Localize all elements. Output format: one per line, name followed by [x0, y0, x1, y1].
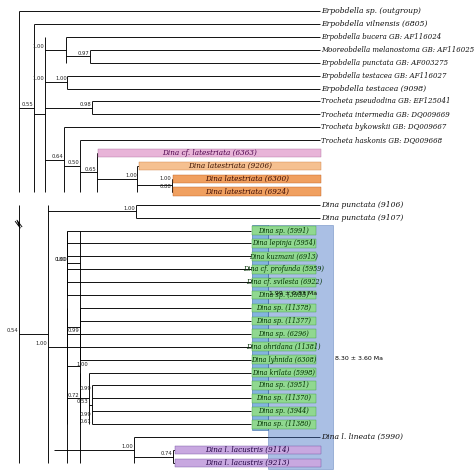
FancyBboxPatch shape — [252, 368, 316, 377]
Text: Erpobdella sp. (outgroup): Erpobdella sp. (outgroup) — [321, 7, 420, 15]
Text: Erpobdella testacea GB: AF116027: Erpobdella testacea GB: AF116027 — [321, 72, 446, 80]
Text: Dina l. lineata (5990): Dina l. lineata (5990) — [321, 433, 403, 441]
Text: Dina sp. (11377): Dina sp. (11377) — [256, 317, 311, 325]
Text: Dina krilata (5998): Dina krilata (5998) — [252, 369, 315, 376]
FancyBboxPatch shape — [173, 187, 321, 196]
FancyBboxPatch shape — [252, 381, 316, 390]
Text: 0.64: 0.64 — [52, 154, 64, 159]
Text: Dina ohridana (11381): Dina ohridana (11381) — [246, 343, 321, 351]
Text: Dina sp. (6296): Dina sp. (6296) — [258, 330, 309, 338]
FancyBboxPatch shape — [252, 420, 316, 428]
FancyBboxPatch shape — [173, 174, 321, 183]
Text: Dina sp. (11378): Dina sp. (11378) — [256, 304, 311, 312]
FancyBboxPatch shape — [252, 317, 316, 325]
Text: Dina sp. (3951): Dina sp. (3951) — [258, 382, 309, 390]
Text: 0.72: 0.72 — [68, 393, 80, 398]
Text: Dina sp. (5991): Dina sp. (5991) — [258, 227, 309, 235]
FancyBboxPatch shape — [252, 278, 316, 287]
Text: 0.65: 0.65 — [84, 167, 96, 172]
Text: Erpobdella bucera GB: AF116024: Erpobdella bucera GB: AF116024 — [321, 33, 441, 41]
Text: Dina lepinja (5954): Dina lepinja (5954) — [252, 239, 316, 247]
Text: Erpobdella testacea (9098): Erpobdella testacea (9098) — [321, 84, 426, 92]
Text: Dina sp. (3944): Dina sp. (3944) — [258, 407, 309, 415]
Text: 0.53: 0.53 — [76, 399, 88, 404]
Text: Dina cf. profunda (5959): Dina cf. profunda (5959) — [243, 265, 324, 273]
Text: 0.80: 0.80 — [55, 257, 67, 262]
Text: Dina sp. (3935): Dina sp. (3935) — [258, 291, 309, 299]
Text: 1.00: 1.00 — [36, 341, 47, 346]
FancyBboxPatch shape — [175, 446, 321, 455]
Text: 0.99: 0.99 — [80, 412, 91, 417]
FancyBboxPatch shape — [252, 342, 316, 351]
FancyBboxPatch shape — [252, 304, 316, 312]
Text: Erpobdella vilnensis (6805): Erpobdella vilnensis (6805) — [321, 20, 427, 28]
Text: Dina l. lacustris (9114): Dina l. lacustris (9114) — [206, 446, 290, 454]
Text: 1.00: 1.00 — [32, 44, 44, 49]
Text: Dina lyhnida (6308): Dina lyhnida (6308) — [251, 356, 317, 364]
FancyBboxPatch shape — [252, 226, 316, 235]
Text: 0.98: 0.98 — [80, 102, 91, 107]
Text: 1.00: 1.00 — [123, 206, 135, 210]
Text: Dina sp. (11370): Dina sp. (11370) — [256, 394, 311, 402]
Text: Dina latestriata (6924): Dina latestriata (6924) — [205, 188, 289, 196]
FancyBboxPatch shape — [252, 407, 316, 416]
Text: Dina l. lacustris (9213): Dina l. lacustris (9213) — [206, 459, 290, 467]
Text: Trocheta intermedia GB: DQ009669: Trocheta intermedia GB: DQ009669 — [321, 110, 449, 118]
Text: Dina punctata (9106): Dina punctata (9106) — [321, 201, 403, 209]
FancyBboxPatch shape — [252, 239, 316, 248]
Text: Trocheta bykowskii GB: DQ009667: Trocheta bykowskii GB: DQ009667 — [321, 123, 446, 131]
Text: 1.00: 1.00 — [76, 363, 88, 367]
FancyBboxPatch shape — [252, 356, 316, 364]
Text: 0.97: 0.97 — [78, 51, 90, 55]
Text: Dina punctata (9107): Dina punctata (9107) — [321, 214, 403, 222]
Text: 1.00: 1.00 — [55, 257, 67, 262]
Text: Dina cf. latestriata (6363): Dina cf. latestriata (6363) — [162, 149, 257, 157]
Text: 0.55: 0.55 — [21, 102, 33, 107]
Text: Dina cf. svilesta (6922): Dina cf. svilesta (6922) — [246, 278, 322, 286]
Text: 0.74: 0.74 — [161, 451, 173, 456]
Text: Erpobdella punctata GB: AF003275: Erpobdella punctata GB: AF003275 — [321, 59, 448, 67]
Text: 0.88: 0.88 — [159, 184, 171, 189]
Text: 0.99: 0.99 — [68, 328, 80, 333]
Text: Trocheta pseudodina GB: EF125041: Trocheta pseudodina GB: EF125041 — [321, 98, 450, 105]
Text: Trocheta haskonis GB: DQ009668: Trocheta haskonis GB: DQ009668 — [321, 136, 442, 144]
FancyBboxPatch shape — [268, 225, 333, 469]
Text: 0.61: 0.61 — [80, 419, 91, 424]
FancyBboxPatch shape — [252, 225, 268, 430]
Text: Dina sp. (11380): Dina sp. (11380) — [256, 420, 311, 428]
FancyBboxPatch shape — [99, 149, 321, 157]
Text: 1.99 ± 0.83 Ma: 1.99 ± 0.83 Ma — [269, 292, 318, 296]
FancyBboxPatch shape — [252, 394, 316, 403]
FancyBboxPatch shape — [175, 458, 321, 467]
FancyBboxPatch shape — [252, 265, 316, 273]
Text: Dina latestriata (6300): Dina latestriata (6300) — [205, 175, 289, 183]
Text: 1.00: 1.00 — [55, 76, 67, 82]
Text: 1.00: 1.00 — [159, 176, 171, 182]
Text: 0.54: 0.54 — [6, 328, 18, 333]
FancyBboxPatch shape — [252, 252, 316, 261]
FancyBboxPatch shape — [252, 291, 316, 300]
Text: Mooreobdella melanostoma GB: AF116025: Mooreobdella melanostoma GB: AF116025 — [321, 46, 474, 54]
FancyBboxPatch shape — [139, 162, 321, 170]
Text: 1.00: 1.00 — [32, 76, 44, 82]
Text: 1.00: 1.00 — [125, 173, 137, 178]
Text: 1.00: 1.00 — [122, 445, 134, 449]
FancyBboxPatch shape — [252, 329, 316, 338]
Text: 0.99: 0.99 — [80, 386, 91, 392]
Text: Dina latestriata (9206): Dina latestriata (9206) — [188, 162, 272, 170]
Text: Dina kuzmani (6913): Dina kuzmani (6913) — [249, 252, 318, 260]
Text: 0.50: 0.50 — [68, 160, 80, 165]
Text: 8.30 ± 3.60 Ma: 8.30 ± 3.60 Ma — [335, 356, 383, 361]
